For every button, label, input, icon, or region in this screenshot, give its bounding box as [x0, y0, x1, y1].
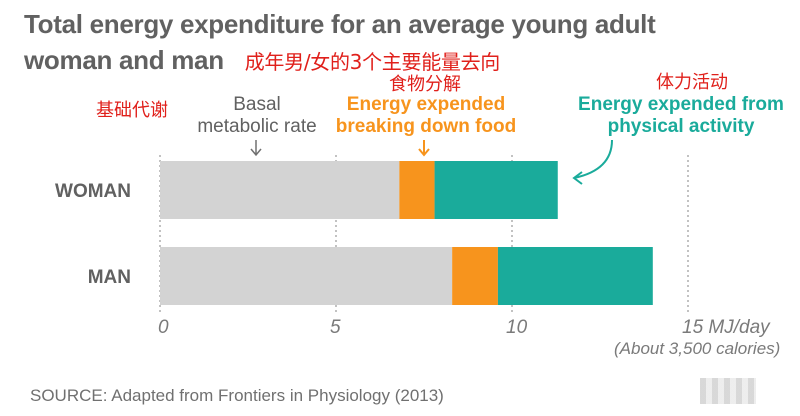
basal-line-1: Basal — [233, 94, 281, 115]
watermark-logo — [700, 378, 756, 404]
activity-annotation: Energy expended from physical activity — [570, 94, 792, 138]
chart-title: Total energy expenditure for an average … — [24, 6, 656, 80]
food-line-2: breaking down food — [335, 116, 517, 137]
x-tick-label: 15 MJ/day — [682, 317, 771, 338]
food-arrow-icon — [418, 140, 430, 157]
food-chinese-label: 食物分解 — [389, 74, 461, 95]
x-tick-label: 5 — [330, 317, 341, 338]
basal-line-2: metabolic rate — [197, 116, 317, 137]
basal-annotation: Basal metabolic rate — [172, 94, 342, 138]
bar-man-segment-2 — [452, 247, 498, 305]
category-label-man: MAN — [88, 267, 131, 288]
bars-layer — [160, 161, 653, 305]
activity-arrow-icon — [572, 139, 613, 185]
activity-chinese-label: 体力活动 — [656, 72, 728, 93]
title-line-1: Total energy expenditure for an average … — [24, 9, 656, 39]
basal-arrow-icon — [250, 140, 262, 157]
labels-layer: 0 5 10 15 MJ/day(About 3,500 calories) WOMAN… — [55, 181, 780, 358]
chinese-subtitle: 成年男/女的3个主要能量去向 — [244, 50, 501, 74]
x-unit-note: (About 3,500 calories) — [614, 339, 780, 358]
bar-woman-segment-3 — [434, 161, 558, 219]
title-line-2: woman and man 成年男/女的3个主要能量去向 — [24, 42, 655, 80]
basal-chinese-label: 基础代谢 — [96, 100, 168, 121]
bar-woman-segment-1 — [160, 161, 400, 219]
bar-man-segment-3 — [497, 247, 653, 305]
x-tick-label: 10 — [506, 317, 528, 338]
food-line-1: Energy expended — [346, 94, 506, 115]
title-line-2-text: woman and man — [24, 45, 224, 75]
bar-woman-segment-2 — [399, 161, 435, 219]
category-label-woman: WOMAN — [55, 181, 131, 202]
source-note: SOURCE: Adapted from Frontiers in Physio… — [30, 386, 444, 405]
bar-man-segment-1 — [160, 247, 453, 305]
food-annotation: Energy expended breaking down food — [326, 94, 526, 138]
activity-line-2: physical activity — [607, 116, 755, 137]
x-tick-label: 0 — [158, 317, 169, 338]
annotation-arrows — [250, 139, 613, 185]
activity-line-1: Energy expended from — [578, 94, 784, 115]
